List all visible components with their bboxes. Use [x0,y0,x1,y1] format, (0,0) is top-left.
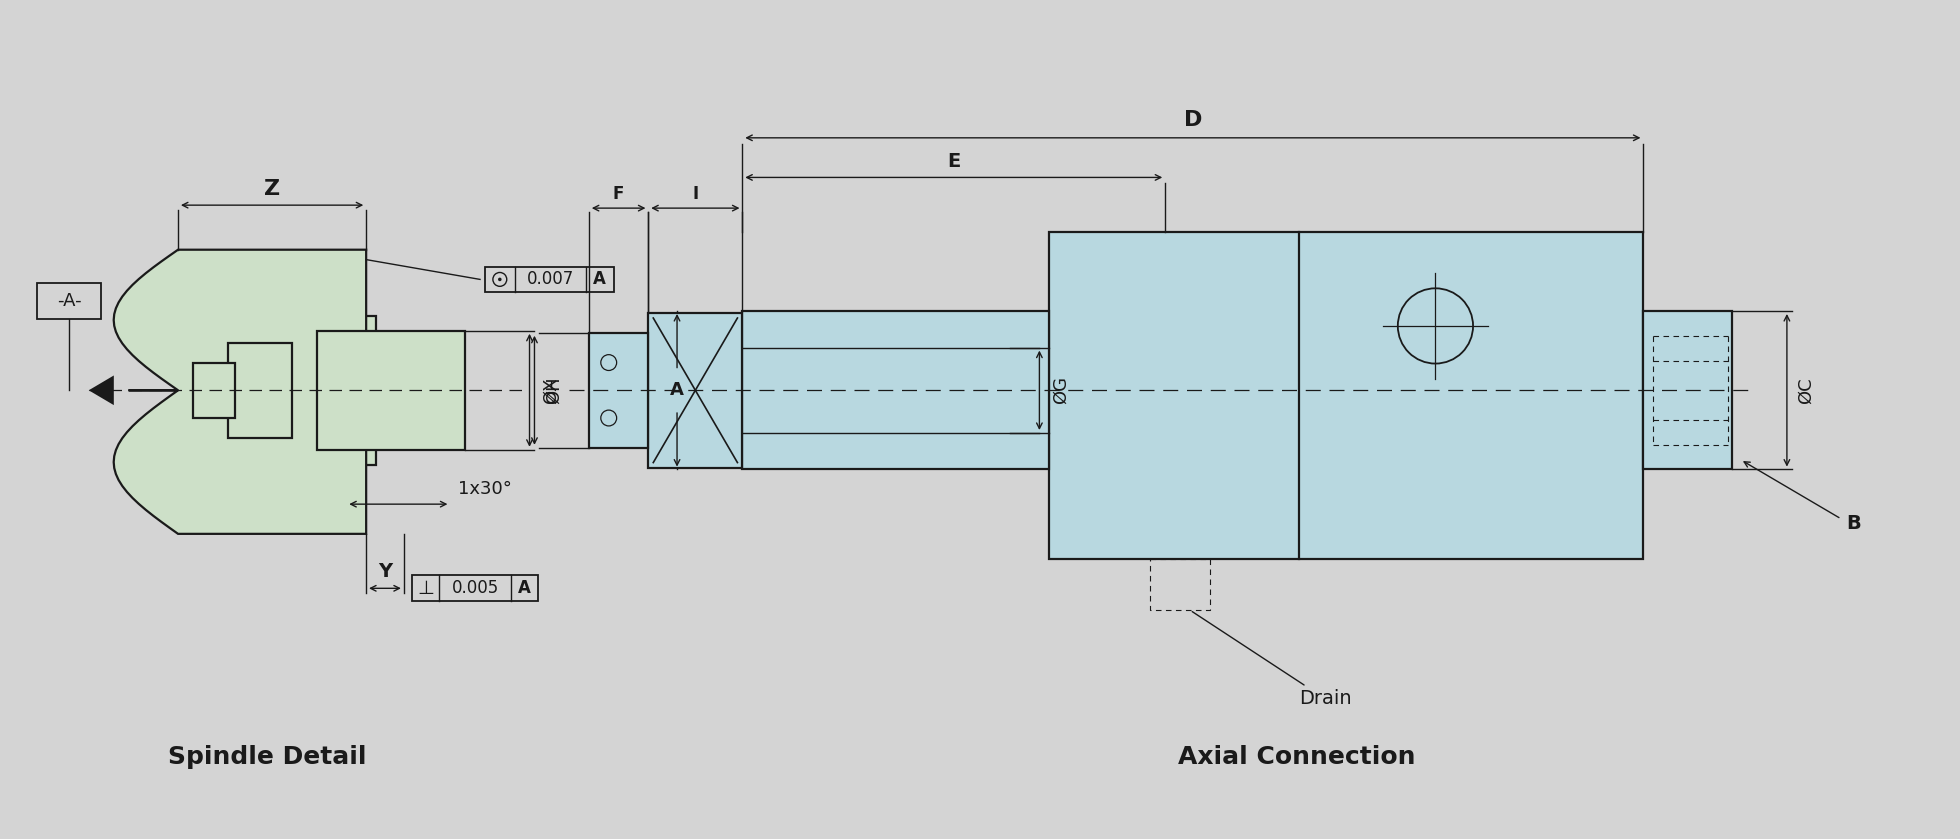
Text: ⊥: ⊥ [417,579,433,598]
Text: A: A [670,381,684,399]
Text: ØH: ØH [545,377,563,404]
Circle shape [498,278,502,281]
Text: Spindle Detail: Spindle Detail [169,745,367,769]
Text: B: B [1846,514,1862,534]
Text: Drain: Drain [1192,612,1352,708]
Bar [484,267,613,292]
Text: 1x30°: 1x30° [459,480,512,498]
Text: I: I [692,185,698,203]
Text: Y: Y [378,562,392,581]
Bar [1049,232,1642,559]
Bar [1642,311,1733,470]
Text: E: E [947,152,960,171]
Polygon shape [114,250,367,534]
Text: 0.005: 0.005 [451,579,498,597]
Text: F: F [613,185,625,203]
Bar [412,576,539,602]
Text: -A-: -A- [57,292,82,310]
Text: A: A [594,270,606,289]
Bar [743,311,1049,470]
Text: 0.007: 0.007 [527,270,574,289]
Text: Z: Z [265,180,280,200]
Text: A: A [517,579,531,597]
Text: ØX: ØX [541,377,559,404]
Text: Axial Connection: Axial Connection [1178,745,1415,769]
Bar [192,362,235,418]
Bar [227,343,292,438]
Polygon shape [90,378,114,404]
Text: D: D [1184,110,1201,130]
Text: ØG: ØG [1051,377,1070,404]
Bar [276,316,376,465]
Bar [649,313,743,467]
Text: ØC: ØC [1797,377,1815,404]
Bar [37,284,102,319]
Bar [318,331,465,450]
Bar [588,333,649,448]
